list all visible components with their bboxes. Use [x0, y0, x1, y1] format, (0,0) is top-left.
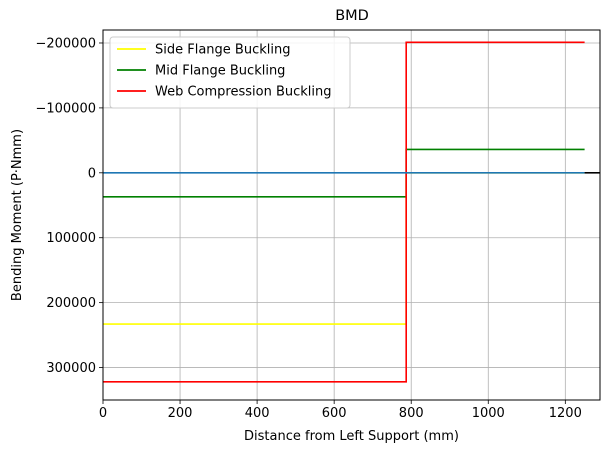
series-lines: [103, 41, 600, 383]
legend: Side Flange Buckling Mid Flange Buckling W…: [109, 36, 351, 109]
x-tick-label: 1000: [472, 406, 505, 421]
chart-title: BMD: [335, 8, 369, 24]
series-line-2: [103, 41, 585, 383]
y-axis-label: Bending Moment (P·Nmm): [10, 129, 25, 301]
x-tick-label: 0: [99, 406, 107, 421]
y-tick-label: 100000: [46, 231, 96, 246]
y-tick-label: 300000: [46, 361, 96, 376]
y-tick-label: −100000: [35, 101, 96, 116]
x-tick-label: 400: [245, 406, 270, 421]
x-tick-label: 600: [322, 406, 347, 421]
y-tick-label: 200000: [46, 296, 96, 311]
legend-label: Side Flange Buckling: [155, 43, 290, 58]
x-tick-label: 1200: [549, 406, 582, 421]
legend-box: [109, 36, 351, 109]
legend-label: Web Compression Buckling: [155, 85, 332, 100]
axis-ticks: 0 200 400 600 800 1000 1200 −200000 −100000 0 1000…: [35, 36, 581, 421]
legend-label: Mid Flange Buckling: [155, 64, 285, 79]
x-tick-label: 800: [399, 406, 424, 421]
y-tick-label: 0: [88, 166, 96, 181]
plot-frame: [102, 29, 601, 401]
x-axis-label: Distance from Left Support (mm): [244, 429, 459, 444]
x-tick-label: 200: [168, 406, 193, 421]
y-tick-label: −200000: [35, 36, 96, 51]
